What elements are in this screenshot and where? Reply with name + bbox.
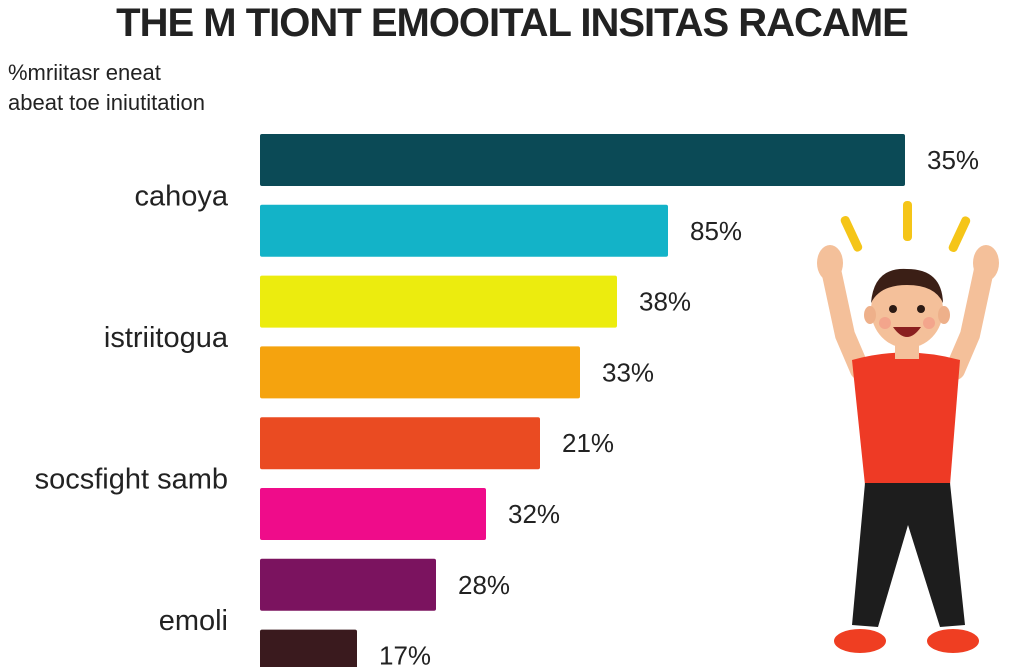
subtitle-line-1: %mriitasr eneat — [8, 60, 161, 85]
bar-1 — [260, 134, 905, 186]
category-label-3: socsfight samb — [35, 464, 228, 496]
bar-6 — [260, 488, 486, 540]
bar-7 — [260, 558, 436, 611]
bar-value-label-7: 28% — [458, 570, 510, 600]
bar-value-label-1: 35% — [927, 145, 979, 175]
bar-value-label-8: 17% — [379, 641, 431, 667]
bar-value-label-6: 32% — [508, 499, 560, 529]
bar-2 — [260, 204, 668, 257]
chart-title: THE M TIONT EMOOITAL INSITAS RACAME — [116, 1, 909, 45]
chart-subtitle: %mriitasr eneat abeat toe iniutitation — [8, 58, 268, 118]
bar-5 — [260, 417, 540, 470]
bar-3 — [260, 275, 617, 328]
category-label-1: cahoya — [134, 180, 228, 212]
subtitle-line-2: abeat toe iniutitation — [8, 90, 205, 115]
category-label-2: istriitogua — [104, 322, 229, 354]
cheering-person-illustration — [817, 201, 999, 653]
bar-value-label-2: 85% — [690, 216, 742, 246]
bar-value-label-5: 21% — [562, 428, 614, 458]
bar-8 — [260, 629, 357, 667]
bar-value-label-4: 33% — [602, 357, 654, 387]
bar-4 — [260, 346, 580, 399]
excitement-burst-icon — [840, 201, 971, 253]
category-label-4: emoli — [159, 605, 228, 637]
bar-value-label-3: 38% — [639, 287, 691, 317]
